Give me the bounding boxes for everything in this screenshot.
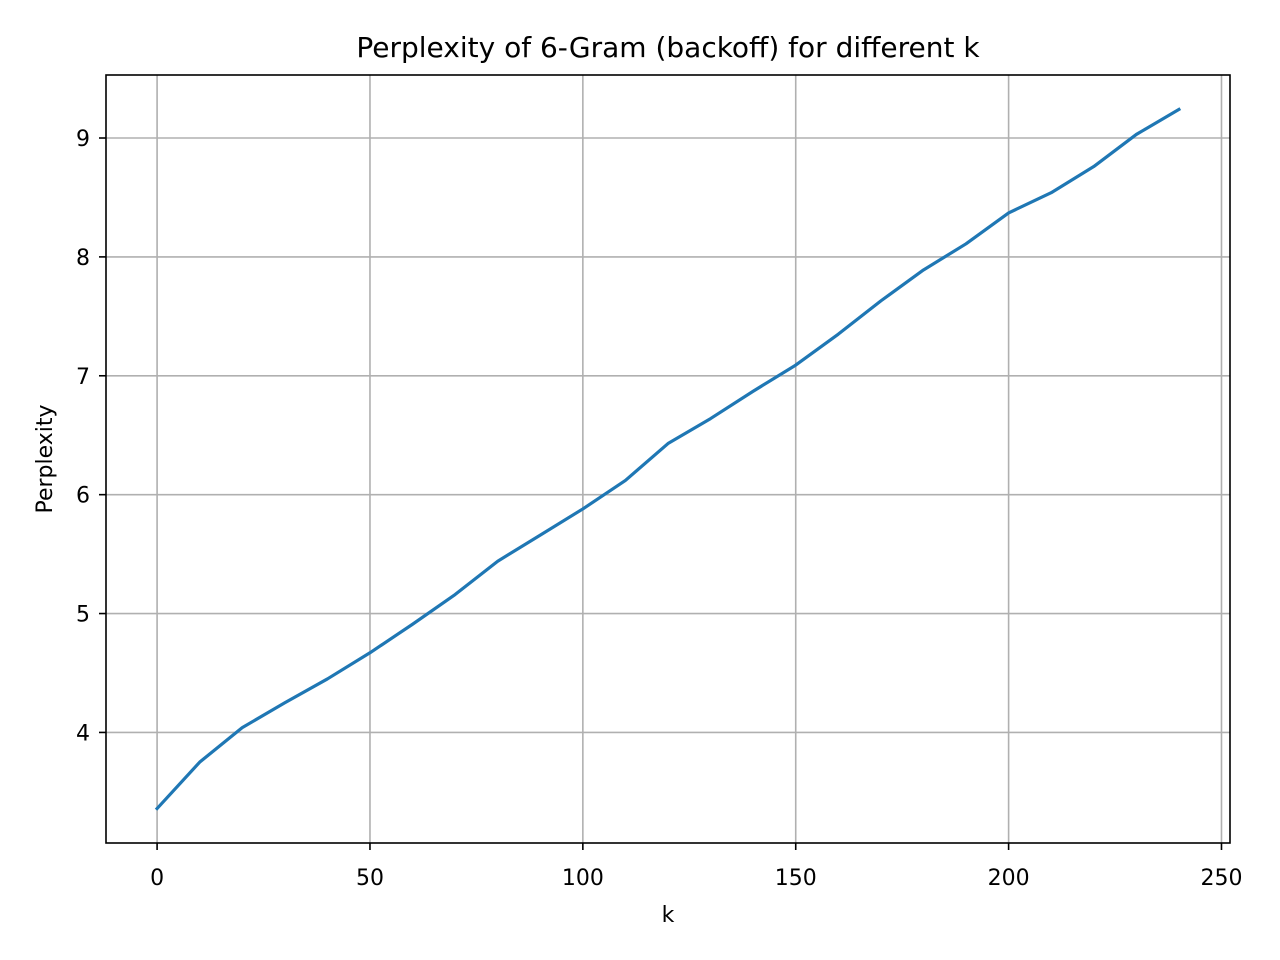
- plot-frame: [105, 74, 1231, 844]
- x-axis-label: k: [662, 903, 675, 928]
- x-tick-label: 100: [562, 866, 604, 891]
- chart-title: Perplexity of 6-Gram (backoff) for diffe…: [356, 31, 980, 64]
- x-tick-label: 50: [356, 866, 384, 891]
- axis-ticks: 0 50 100 150 200 250 4 5 6 7 8 9: [76, 127, 1242, 891]
- y-tick-label: 5: [76, 603, 90, 628]
- y-tick-label: 7: [76, 365, 90, 390]
- y-tick-label: 4: [76, 721, 90, 746]
- y-axis-label: Perplexity: [33, 404, 58, 513]
- x-tick-label: 0: [150, 866, 164, 891]
- x-tick-label: 250: [1200, 866, 1242, 891]
- y-tick-label: 6: [76, 484, 90, 509]
- series-line: [154, 107, 1182, 811]
- y-tick-label: 8: [76, 246, 90, 271]
- y-tick-label: 9: [76, 127, 90, 152]
- x-tick-label: 200: [988, 866, 1030, 891]
- series-layer: [154, 107, 1182, 811]
- grid-lines: [106, 75, 1230, 843]
- x-tick-label: 150: [775, 866, 817, 891]
